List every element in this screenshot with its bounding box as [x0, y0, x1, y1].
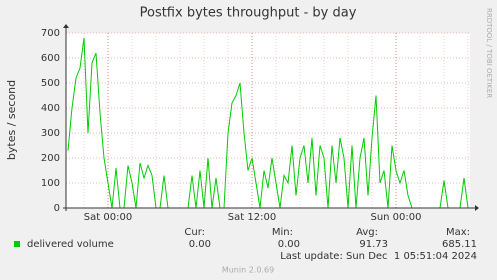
legend-header: Max:	[446, 227, 470, 238]
y-tick-label: 300	[41, 128, 60, 139]
x-tick-label: Sat 12:00	[228, 212, 276, 223]
y-tick-label: 600	[41, 53, 60, 64]
y-tick-label: 200	[41, 153, 60, 164]
last-update: Last update: Sun Dec 1 05:51:04 2024	[280, 251, 477, 262]
legend-header: Cur:	[184, 227, 205, 238]
y-axis-title: bytes / second	[5, 80, 18, 160]
legend-value: 0.00	[278, 239, 300, 250]
axis-arrow	[63, 24, 69, 28]
y-tick-label: 400	[41, 103, 60, 114]
y-tick-label: 700	[41, 28, 60, 39]
x-tick-label: Sun 00:00	[370, 212, 421, 223]
legend-swatch	[14, 241, 20, 247]
y-tick-label: 0	[54, 203, 60, 214]
side-text: RRDTOOL / TOBI OETIKER	[485, 8, 493, 98]
chart-title: Postfix bytes throughput - by day	[140, 6, 357, 21]
legend-value: 685.11	[442, 239, 477, 250]
x-tick-label: Sat 00:00	[84, 212, 132, 223]
y-tick-label: 100	[41, 178, 60, 189]
plot-area	[66, 33, 470, 208]
legend-value: 0.00	[189, 239, 211, 250]
legend-label: delivered volume	[27, 239, 114, 250]
legend-value: 91.73	[359, 239, 388, 250]
footer: Munin 2.0.69	[222, 266, 274, 275]
legend-header: Avg:	[356, 227, 378, 238]
y-tick-label: 500	[41, 78, 60, 89]
axis-arrow	[475, 205, 479, 211]
line-series	[67, 37, 469, 209]
legend-header: Min:	[272, 227, 293, 238]
